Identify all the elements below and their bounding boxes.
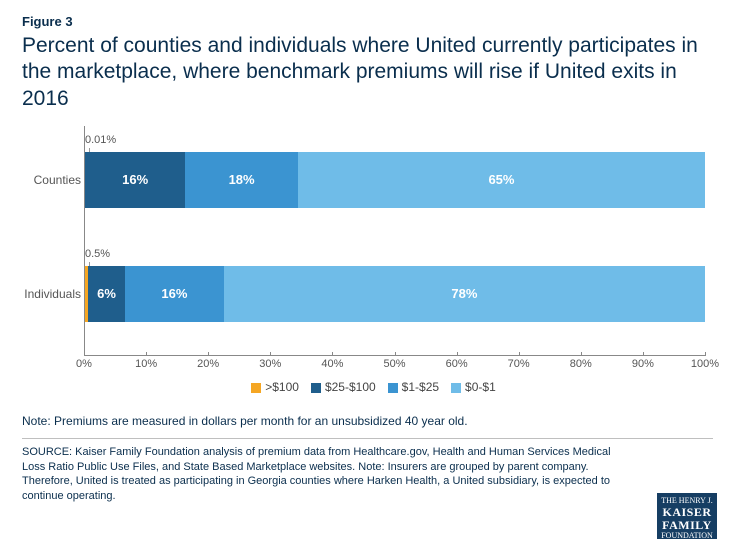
- x-tick-label: 40%: [321, 358, 343, 370]
- bar-segment: 16%: [125, 266, 224, 322]
- bar-row-individuals: Individuals 6%16%78%: [85, 266, 705, 322]
- chart-legend: >$100 $25-$100 $1-$25 $0-$1: [22, 380, 713, 394]
- chart-note: Note: Premiums are measured in dollars p…: [22, 408, 713, 428]
- bar-segment: 78%: [224, 266, 705, 322]
- callout-counties: 0.01%: [85, 134, 116, 146]
- logo-line2: KAISER: [657, 506, 717, 519]
- chart-source: SOURCE: Kaiser Family Foundation analysi…: [22, 445, 713, 504]
- callout-counties-text: 0.01%: [85, 134, 116, 146]
- bar-segment: 18%: [185, 152, 298, 208]
- x-tick-label: 30%: [259, 358, 281, 370]
- logo-line4: FOUNDATION: [657, 532, 717, 541]
- chart-plot-area: 0.01% 0.5% Counties 16%18%65% Individual…: [84, 126, 705, 356]
- x-tick-label: 90%: [632, 358, 654, 370]
- x-tick-label: 60%: [446, 358, 468, 370]
- ylabel-individuals: Individuals: [23, 287, 81, 301]
- figure-label: Figure 3: [22, 14, 713, 29]
- callout-individuals-text: 0.5%: [85, 248, 110, 260]
- legend-label: >$100: [265, 380, 299, 394]
- legend-swatch: [251, 383, 261, 393]
- bar-segment: 6%: [88, 266, 125, 322]
- legend-label: $1-$25: [402, 380, 439, 394]
- x-tick-label: 10%: [135, 358, 157, 370]
- ylabel-counties: Counties: [23, 173, 81, 187]
- bar-row-counties: Counties 16%18%65%: [85, 152, 705, 208]
- legend-label: $25-$100: [325, 380, 376, 394]
- divider: [22, 438, 713, 439]
- legend-swatch: [451, 383, 461, 393]
- x-tick-label: 50%: [383, 358, 405, 370]
- kff-logo: THE HENRY J. KAISER FAMILY FOUNDATION: [657, 493, 717, 539]
- legend-swatch: [388, 383, 398, 393]
- x-tick-label: 100%: [691, 358, 719, 370]
- x-tick-label: 80%: [570, 358, 592, 370]
- callout-individuals: 0.5%: [85, 248, 110, 260]
- bar-segment: 65%: [298, 152, 705, 208]
- legend-label: $0-$1: [465, 380, 496, 394]
- bar-segment: 16%: [85, 152, 185, 208]
- legend-swatch: [311, 383, 321, 393]
- x-tick-label: 0%: [76, 358, 92, 370]
- x-tick-label: 70%: [508, 358, 530, 370]
- x-axis-ticks: 0%10%20%30%40%50%60%70%80%90%100%: [84, 356, 705, 374]
- x-tick-label: 20%: [197, 358, 219, 370]
- chart-title: Percent of counties and individuals wher…: [22, 33, 713, 112]
